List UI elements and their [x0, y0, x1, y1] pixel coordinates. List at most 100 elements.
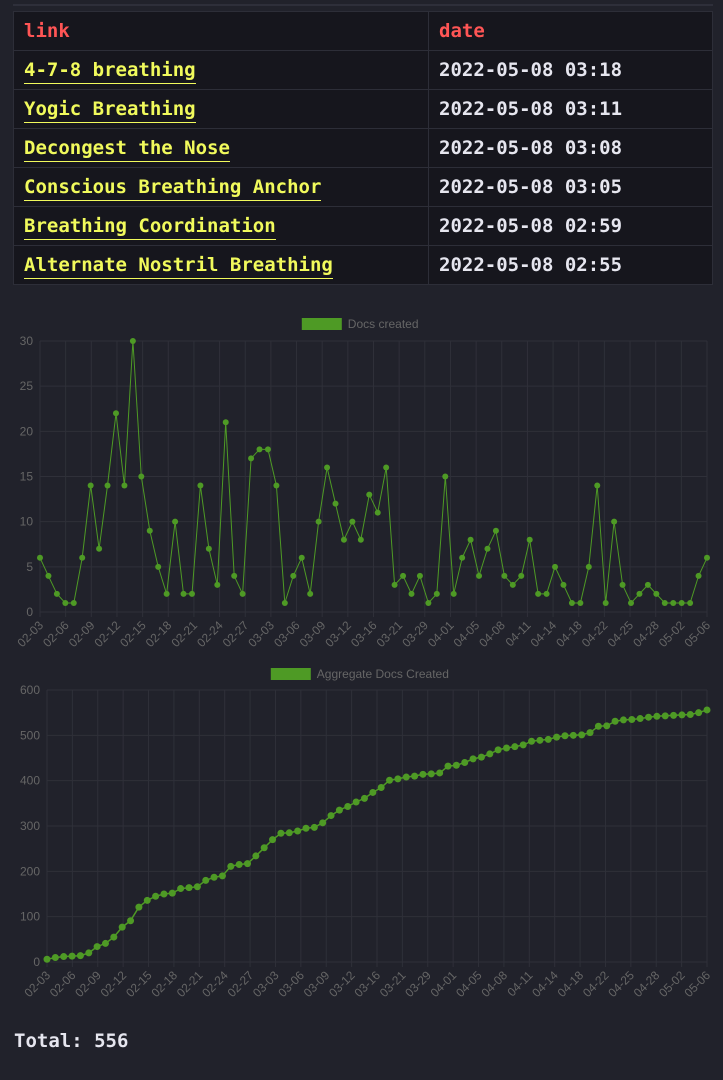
- data-point: [535, 590, 542, 597]
- table-header-row: link date: [13, 11, 713, 51]
- data-point: [644, 581, 651, 588]
- data-point: [319, 819, 327, 827]
- data-point: [101, 939, 109, 947]
- x-tick-label: 03-06: [275, 968, 307, 1000]
- doc-link[interactable]: Breathing Coordination: [24, 215, 276, 240]
- data-point: [636, 590, 643, 597]
- y-tick-label: 15: [20, 470, 34, 484]
- data-point: [509, 581, 516, 588]
- data-point: [248, 455, 255, 462]
- x-tick-label: 02-03: [15, 618, 47, 650]
- data-point: [461, 759, 469, 767]
- data-point: [670, 599, 677, 606]
- data-point: [260, 844, 268, 852]
- data-point: [235, 861, 243, 869]
- x-tick-label: 03-12: [322, 618, 354, 650]
- date-cell: 2022-05-08 03:11: [428, 89, 713, 129]
- x-tick-label: 04-28: [630, 618, 662, 650]
- data-point: [603, 722, 611, 730]
- data-point: [290, 572, 297, 579]
- x-tick-label: 04-28: [631, 968, 663, 1000]
- doc-link[interactable]: Decongest the Nose: [24, 137, 230, 162]
- data-point: [360, 794, 368, 802]
- data-point: [264, 446, 271, 453]
- data-point: [70, 599, 77, 606]
- data-point: [163, 590, 170, 597]
- data-point: [68, 952, 76, 960]
- data-point: [127, 917, 135, 925]
- recent-docs-table: link date 4-7-8 breathing 2022-05-08 03:…: [13, 11, 713, 285]
- data-point: [586, 729, 594, 737]
- total-count: Total: 556: [14, 1030, 128, 1052]
- data-point: [628, 715, 636, 723]
- data-point: [155, 563, 162, 570]
- data-point: [294, 827, 302, 835]
- data-point: [661, 599, 668, 606]
- x-tick-label: 02-12: [98, 968, 130, 1000]
- y-tick-label: 300: [20, 819, 40, 833]
- data-point: [256, 446, 263, 453]
- data-point: [62, 599, 69, 606]
- data-point: [51, 953, 59, 961]
- data-point: [553, 733, 561, 741]
- data-point: [408, 590, 415, 597]
- data-point: [93, 943, 101, 951]
- x-tick-label: 03-21: [374, 618, 406, 650]
- data-point: [285, 829, 293, 837]
- data-point: [670, 711, 678, 719]
- data-point: [577, 599, 584, 606]
- total-value: 556: [94, 1030, 129, 1052]
- table-row: Conscious Breathing Anchor 2022-05-08 03…: [13, 167, 713, 207]
- data-point: [188, 590, 195, 597]
- x-tick-label: 04-14: [529, 968, 561, 1000]
- link-cell: Yogic Breathing: [13, 89, 429, 129]
- data-point: [568, 599, 575, 606]
- y-tick-label: 0: [26, 605, 33, 619]
- data-point: [281, 599, 288, 606]
- x-tick-label: 04-14: [528, 618, 560, 650]
- data-point: [402, 773, 410, 781]
- doc-link[interactable]: Yogic Breathing: [24, 98, 196, 123]
- data-point: [628, 599, 635, 606]
- data-point: [502, 744, 510, 752]
- x-tick-label: 02-06: [40, 618, 72, 650]
- x-tick-label: 03-29: [402, 968, 434, 1000]
- doc-link[interactable]: 4-7-8 breathing: [24, 59, 196, 84]
- date-cell: 2022-05-08 03:18: [428, 50, 713, 90]
- data-point: [602, 599, 609, 606]
- data-point: [569, 731, 577, 739]
- data-point: [511, 743, 519, 751]
- data-point: [484, 545, 491, 552]
- doc-link[interactable]: Conscious Breathing Anchor: [24, 176, 322, 201]
- data-point: [168, 889, 176, 897]
- data-point: [152, 892, 160, 900]
- legend-swatch: [301, 318, 342, 330]
- data-point: [536, 736, 544, 744]
- data-point: [501, 572, 508, 579]
- data-point: [703, 706, 711, 714]
- doc-link[interactable]: Alternate Nostril Breathing: [24, 254, 333, 279]
- data-point: [87, 482, 94, 489]
- data-point: [411, 772, 419, 780]
- x-tick-label: 02-06: [47, 968, 79, 1000]
- data-point: [492, 527, 499, 534]
- y-tick-label: 20: [20, 424, 34, 438]
- data-point: [661, 712, 669, 720]
- y-tick-label: 5: [26, 560, 33, 574]
- x-tick-label: 02-27: [225, 968, 257, 1000]
- x-tick-label: 02-15: [117, 618, 149, 650]
- y-tick-label: 100: [20, 910, 40, 924]
- x-tick-label: 02-18: [148, 968, 180, 1000]
- data-point: [645, 713, 653, 721]
- data-point: [425, 599, 432, 606]
- data-point: [433, 590, 440, 597]
- x-tick-label: 02-09: [72, 968, 104, 1000]
- data-point: [218, 872, 226, 880]
- data-point: [310, 823, 318, 831]
- x-tick-label: 05-02: [656, 968, 688, 1000]
- date-cell: 2022-05-08 02:59: [428, 206, 713, 246]
- x-tick-label: 05-06: [682, 968, 714, 1000]
- data-point: [383, 464, 390, 471]
- x-tick-label: 03-21: [377, 968, 409, 1000]
- data-point: [344, 803, 352, 811]
